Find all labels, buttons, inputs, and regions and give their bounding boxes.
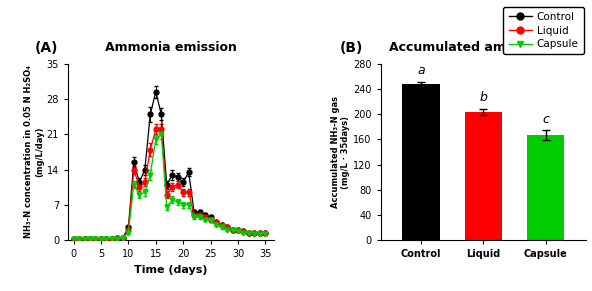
X-axis label: Time (days): Time (days) — [134, 265, 208, 275]
Text: (A): (A) — [35, 41, 59, 55]
Text: b: b — [480, 91, 487, 104]
Text: Ammonia emission: Ammonia emission — [105, 41, 237, 54]
Text: c: c — [542, 113, 549, 126]
Text: Accumulated ammonia gas: Accumulated ammonia gas — [389, 41, 578, 54]
Bar — [527, 135, 564, 240]
Bar — [403, 84, 440, 240]
Text: a: a — [417, 64, 425, 77]
Y-axis label: NH₃-N concentration in 0.05 N H₂SO₄
(mg/L/day): NH₃-N concentration in 0.05 N H₂SO₄ (mg/… — [24, 65, 44, 239]
Legend: Control, Liquid, Capsule: Control, Liquid, Capsule — [503, 7, 584, 54]
Y-axis label: Accumulated NH₃-N gas
(mg/L · 35days): Accumulated NH₃-N gas (mg/L · 35days) — [331, 96, 350, 208]
Text: (B): (B) — [339, 41, 363, 55]
Bar — [465, 112, 502, 240]
